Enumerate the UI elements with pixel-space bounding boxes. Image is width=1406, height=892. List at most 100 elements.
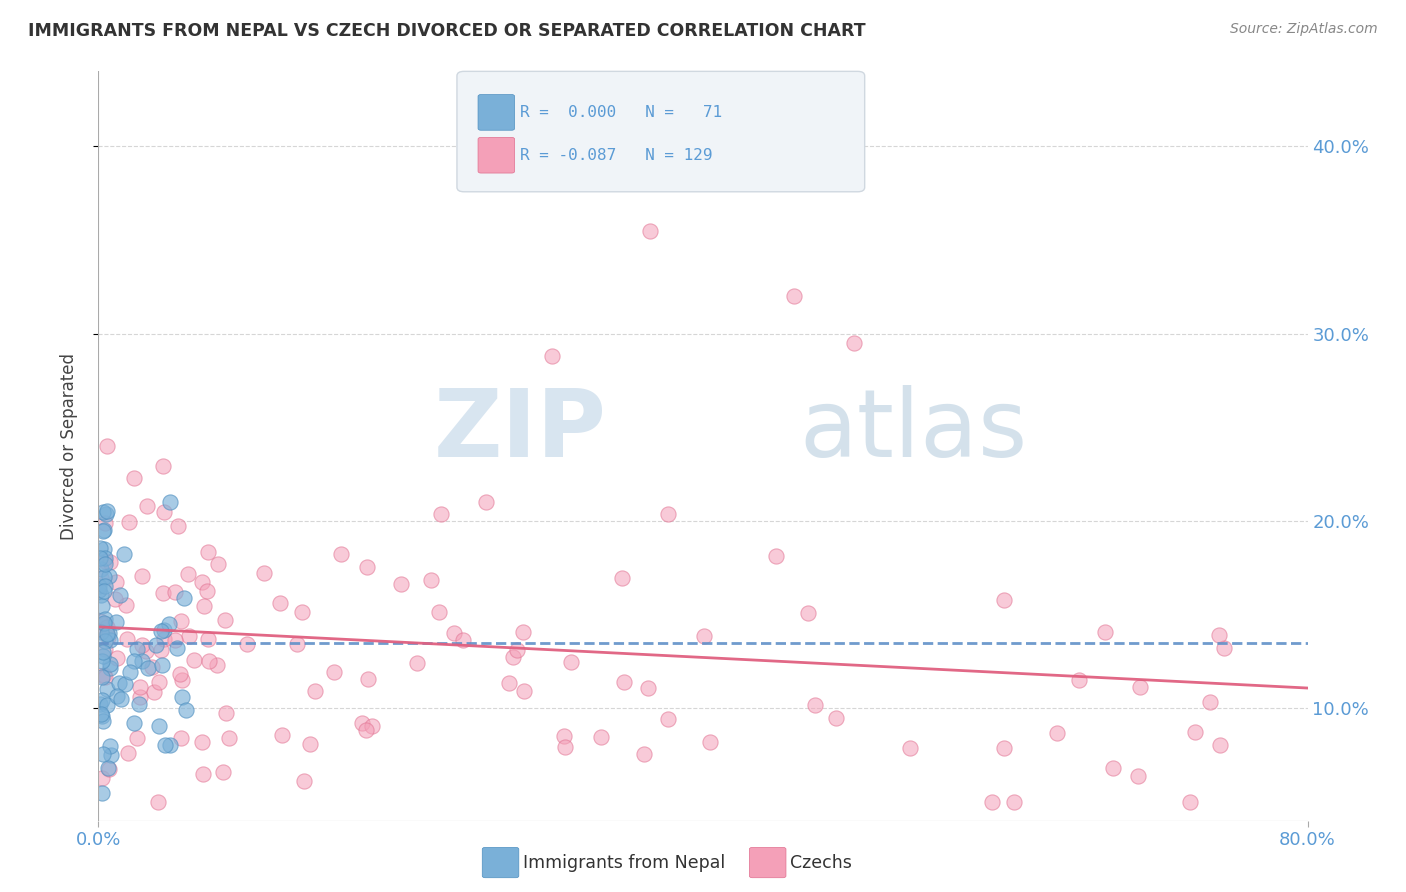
Point (110, 691, 132, 706)
Point (115, 599, 138, 613)
Point (104, 574, 127, 589)
Point (105, 651, 128, 665)
Point (1208, 738, 1230, 752)
Point (90, 562, 112, 576)
Point (152, 623, 174, 637)
Point (152, 586, 174, 600)
Point (357, 672, 380, 686)
Point (150, 624, 173, 639)
Point (98, 657, 121, 671)
Text: Immigrants from Nepal: Immigrants from Nepal (523, 854, 725, 871)
Point (330, 547, 353, 561)
Point (183, 653, 205, 667)
Text: atlas: atlas (800, 385, 1028, 477)
Point (638, 224, 661, 238)
Point (91, 599, 114, 614)
Point (179, 629, 201, 643)
Point (93, 523, 115, 537)
Point (159, 738, 181, 752)
Point (637, 681, 659, 696)
Point (197, 544, 219, 558)
Point (94, 641, 117, 656)
Point (148, 675, 170, 690)
Point (163, 584, 186, 599)
Point (235, 636, 257, 650)
Point (176, 703, 198, 717)
Point (1184, 724, 1206, 739)
Point (90, 654, 112, 668)
Point (96, 761, 118, 775)
Point (502, 650, 524, 665)
Point (443, 625, 465, 640)
Point (153, 505, 176, 519)
Point (765, 549, 787, 563)
Point (131, 639, 153, 653)
Point (427, 605, 450, 619)
Point (150, 643, 173, 657)
Point (114, 677, 136, 691)
Point (1213, 641, 1236, 656)
Point (89, 697, 111, 711)
Point (90, 709, 112, 723)
Text: IMMIGRANTS FROM NEPAL VS CZECH DIVORCED OR SEPARATED CORRELATION CHART: IMMIGRANTS FROM NEPAL VS CZECH DIVORCED … (28, 22, 866, 40)
Point (115, 632, 138, 647)
Point (356, 723, 378, 737)
Point (89, 615, 111, 629)
Point (844, 336, 866, 351)
Point (155, 738, 177, 752)
Point (117, 746, 139, 760)
Point (692, 629, 714, 643)
Point (1178, 795, 1201, 809)
Point (167, 519, 190, 533)
Point (560, 655, 582, 669)
Point (212, 764, 235, 779)
Point (131, 569, 153, 583)
Point (97, 630, 120, 644)
Point (93, 579, 115, 593)
Point (118, 665, 141, 680)
Point (699, 735, 721, 749)
Point (173, 591, 195, 605)
Point (93, 542, 115, 557)
Point (93, 668, 115, 682)
Point (93, 633, 115, 648)
Point (613, 675, 636, 690)
Point (269, 596, 291, 610)
Point (804, 698, 827, 712)
Point (97, 569, 120, 583)
Point (190, 735, 212, 749)
Point (91, 645, 114, 659)
Point (218, 731, 240, 745)
Point (356, 559, 378, 574)
Text: R =  0.000   N =   71: R = 0.000 N = 71 (520, 105, 723, 120)
Point (361, 719, 384, 733)
Point (193, 599, 215, 613)
Point (90, 624, 112, 638)
Point (128, 697, 150, 711)
Point (207, 557, 229, 571)
Point (94, 558, 117, 572)
Point (105, 689, 128, 703)
Point (290, 605, 312, 619)
Text: Czechs: Czechs (790, 854, 852, 871)
Point (98, 555, 121, 569)
Point (406, 656, 429, 670)
Point (1199, 695, 1222, 709)
Point (170, 731, 193, 745)
Point (993, 593, 1015, 607)
Point (157, 617, 180, 632)
Point (96, 439, 118, 453)
Point (129, 690, 152, 705)
Point (419, 574, 441, 588)
Point (633, 747, 655, 761)
Point (136, 499, 159, 513)
Point (540, 349, 562, 363)
Point (512, 684, 534, 698)
Point (110, 589, 132, 603)
Point (797, 606, 820, 620)
Point (304, 683, 326, 698)
Point (170, 615, 193, 629)
Text: Source: ZipAtlas.com: Source: ZipAtlas.com (1230, 22, 1378, 37)
Point (825, 711, 848, 725)
Point (589, 731, 612, 745)
